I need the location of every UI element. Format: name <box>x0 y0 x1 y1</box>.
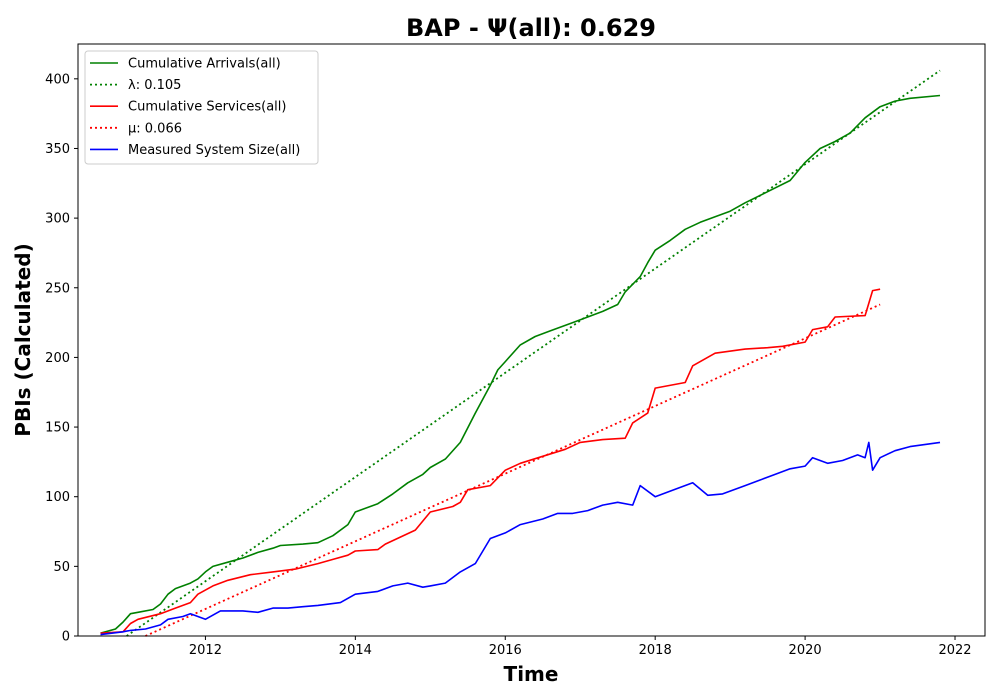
legend-box <box>84 50 319 165</box>
y-tick-label: 250 <box>45 281 70 296</box>
legend: Cumulative Arrivals(all) λ: 0.105 Cumulati… <box>84 50 319 165</box>
y-axis: 0 50 100 150 200 250 300 350 400 <box>45 72 78 645</box>
x-tick-label: 2018 <box>639 643 672 658</box>
x-axis: 2012 2014 2016 2018 2020 2022 <box>189 636 972 658</box>
y-tick-label: 50 <box>53 560 70 575</box>
y-tick-label: 300 <box>45 212 70 227</box>
legend-label: Cumulative Services(all) <box>128 100 286 115</box>
y-axis-label: PBIs (Calculated) <box>11 243 35 436</box>
legend-label: Measured System Size(all) <box>128 143 300 158</box>
series-line-4 <box>100 441 941 636</box>
plot-frame <box>77 43 986 637</box>
y-tick-label: 100 <box>45 490 70 505</box>
y-tick-label: 150 <box>45 421 70 436</box>
legend-label: Cumulative Arrivals(all) <box>128 57 281 72</box>
legend-label: μ: 0.066 <box>128 121 182 136</box>
y-tick-label: 200 <box>45 351 70 366</box>
x-tick-label: 2022 <box>938 643 971 658</box>
series-line-2 <box>100 288 881 634</box>
series-line-3 <box>145 303 881 637</box>
x-tick-label: 2012 <box>189 643 222 658</box>
chart-title: BAP - Ψ(all): 0.629 <box>406 14 656 42</box>
y-tick-label: 350 <box>45 142 70 157</box>
legend-label: λ: 0.105 <box>128 78 181 93</box>
x-tick-label: 2014 <box>339 643 372 658</box>
x-axis-label: Time <box>504 662 559 686</box>
y-tick-label: 0 <box>62 630 70 645</box>
x-tick-label: 2020 <box>789 643 822 658</box>
x-tick-label: 2016 <box>489 643 522 658</box>
series-line-1 <box>126 69 941 637</box>
y-tick-label: 400 <box>45 72 70 87</box>
plot-area <box>100 69 941 637</box>
